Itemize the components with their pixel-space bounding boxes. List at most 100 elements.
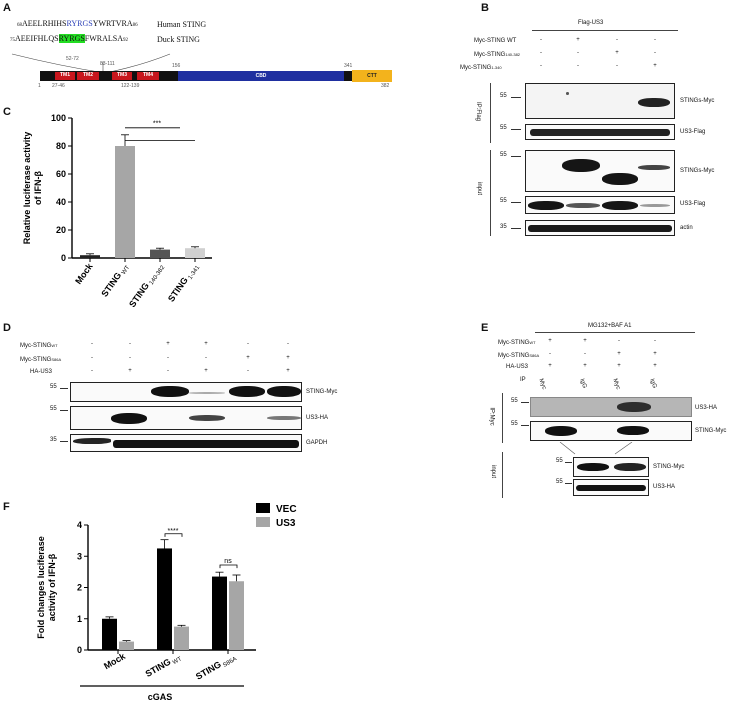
- ctt-domain: CTT: [352, 70, 392, 82]
- duck-sequence: 75AEEIFHLQSRYRGSFWRALSA92: [10, 34, 128, 43]
- panel-label-c: C: [3, 106, 11, 118]
- ip-flag-label: IP:Flag: [475, 101, 482, 122]
- b-marker-5: 35: [500, 224, 507, 230]
- duck-seq-end: 92: [123, 38, 129, 43]
- y-axis-label-line1: Relative luciferase activity: [22, 132, 32, 245]
- x-tick-main: STING: [194, 659, 223, 681]
- d-band: [229, 386, 265, 397]
- legend-swatch: [256, 517, 270, 527]
- e-sign: +: [548, 363, 552, 369]
- e-band: [614, 463, 646, 471]
- e-band: [545, 426, 577, 436]
- e-label-2: STING-Myc: [695, 428, 727, 434]
- b-band: [638, 165, 670, 170]
- e-marker-1: 55: [511, 398, 518, 404]
- e-sign: -: [549, 351, 551, 357]
- x-tick-main: Mock: [102, 651, 128, 672]
- d-sign: -: [205, 355, 207, 361]
- e-band: [576, 485, 646, 491]
- marker-tick: [565, 462, 572, 463]
- y-tick-label: 0: [61, 253, 66, 263]
- d-sign: -: [167, 355, 169, 361]
- d-sign: -: [91, 355, 93, 361]
- duck-motif: RYRGS: [58, 34, 85, 43]
- bar: [212, 576, 227, 650]
- d-marker-3: 35: [50, 437, 57, 443]
- y-tick-label: 2: [77, 583, 82, 593]
- row-label-1-340: Myc-STING1-340: [460, 64, 502, 72]
- marker-tick: [521, 425, 529, 426]
- e-band: [531, 398, 691, 416]
- e-sign: -: [654, 338, 656, 344]
- e-row-wt-sub: WT: [529, 340, 536, 345]
- x-tick-label: Mock: [73, 261, 95, 286]
- human-sting-label: Human STING: [157, 20, 207, 29]
- y-tick-label: 0: [77, 645, 82, 655]
- link-line: [614, 442, 633, 455]
- d-sign: +: [204, 368, 208, 374]
- d-sign: +: [286, 368, 290, 374]
- e-blot-input-us3: [573, 479, 649, 496]
- e-marker-2: 55: [511, 421, 518, 427]
- y-axis-label-line1: Fold changes luciferase: [36, 536, 46, 639]
- x-tick-label: STING WT: [99, 261, 131, 300]
- pos-1: 1: [38, 83, 41, 89]
- tm2-domain: TM2: [77, 72, 99, 80]
- b-band: [602, 201, 638, 210]
- e-row-label-s86a: Myc-STINGS86A: [498, 352, 539, 360]
- b-blot-actin: [525, 220, 675, 236]
- d-row-s86a-main: Myc-STING: [20, 357, 52, 363]
- chart-c-luciferase: 0 20 40 60 80 100 Relative luciferase activity…: [22, 113, 212, 309]
- y-tick-label: 20: [56, 225, 66, 235]
- marker-tick: [521, 402, 529, 403]
- d-row-label-wt: Myc-STINGWT: [20, 342, 58, 350]
- e-label-1: US3-HA: [695, 405, 718, 411]
- cbd-domain: CBD: [178, 71, 344, 81]
- e-blot-input-sting: [573, 457, 649, 477]
- d-band: [111, 413, 147, 424]
- duck-seq-pre: AEEIFHLQS: [15, 34, 59, 43]
- e-row-label-us3: HA-US3: [506, 364, 529, 370]
- range-52-72: 52-72: [66, 56, 79, 62]
- b-label-3: STINGs-Myc: [680, 168, 715, 174]
- b-sign-r2-l1: -: [540, 50, 542, 56]
- bar: [80, 255, 100, 258]
- e-sign: +: [548, 338, 552, 344]
- bar: [185, 248, 205, 258]
- d-sign: +: [128, 368, 132, 374]
- range-27-46: 27-46: [52, 83, 65, 89]
- e-blot-ip-us3: [530, 397, 692, 417]
- d-marker-2: 55: [50, 406, 57, 412]
- b-band: [530, 129, 670, 136]
- d-band: [113, 440, 299, 448]
- chart-f-fold-change: 0 1 2 3 4 Fold changes luciferaseactivity of …: [36, 503, 297, 702]
- y-axis-label-line2: activity of IFN-β: [47, 553, 57, 621]
- b-sign-r2-l3: +: [615, 50, 619, 56]
- d-band: [267, 386, 301, 397]
- legend-label: VEC: [276, 504, 297, 515]
- bar: [115, 146, 135, 258]
- d-band: [189, 415, 225, 421]
- y-tick-label: 60: [56, 169, 66, 179]
- y-tick-label: 3: [77, 551, 82, 561]
- duck-sting-label: Duck STING: [157, 35, 200, 44]
- tm4-domain: TM4: [137, 72, 159, 80]
- b-sign-r3-l1: -: [540, 63, 542, 69]
- d-sign: -: [91, 341, 93, 347]
- e-ip-lane-2: IgG: [578, 378, 588, 390]
- b-blot-ip-us3: [525, 124, 675, 140]
- d-sign: -: [247, 341, 249, 347]
- x-tick-sub: WT: [120, 265, 131, 278]
- b-band: [640, 204, 670, 207]
- x-tick-label: STING WT: [144, 651, 184, 681]
- d-blot-us3: [70, 406, 302, 430]
- b-band: [528, 225, 672, 232]
- b-blot-input-us3: [525, 196, 675, 214]
- e-ip-myc-label: IP:Myc: [488, 407, 495, 426]
- significance-label: ***: [153, 120, 161, 127]
- row-label-140-main: Myc-STING: [474, 52, 506, 58]
- d-marker-1: 55: [50, 384, 57, 390]
- row-label-1-340-main: Myc-STING: [460, 65, 492, 71]
- d-blot-sting: [70, 382, 302, 402]
- d-band: [189, 392, 225, 394]
